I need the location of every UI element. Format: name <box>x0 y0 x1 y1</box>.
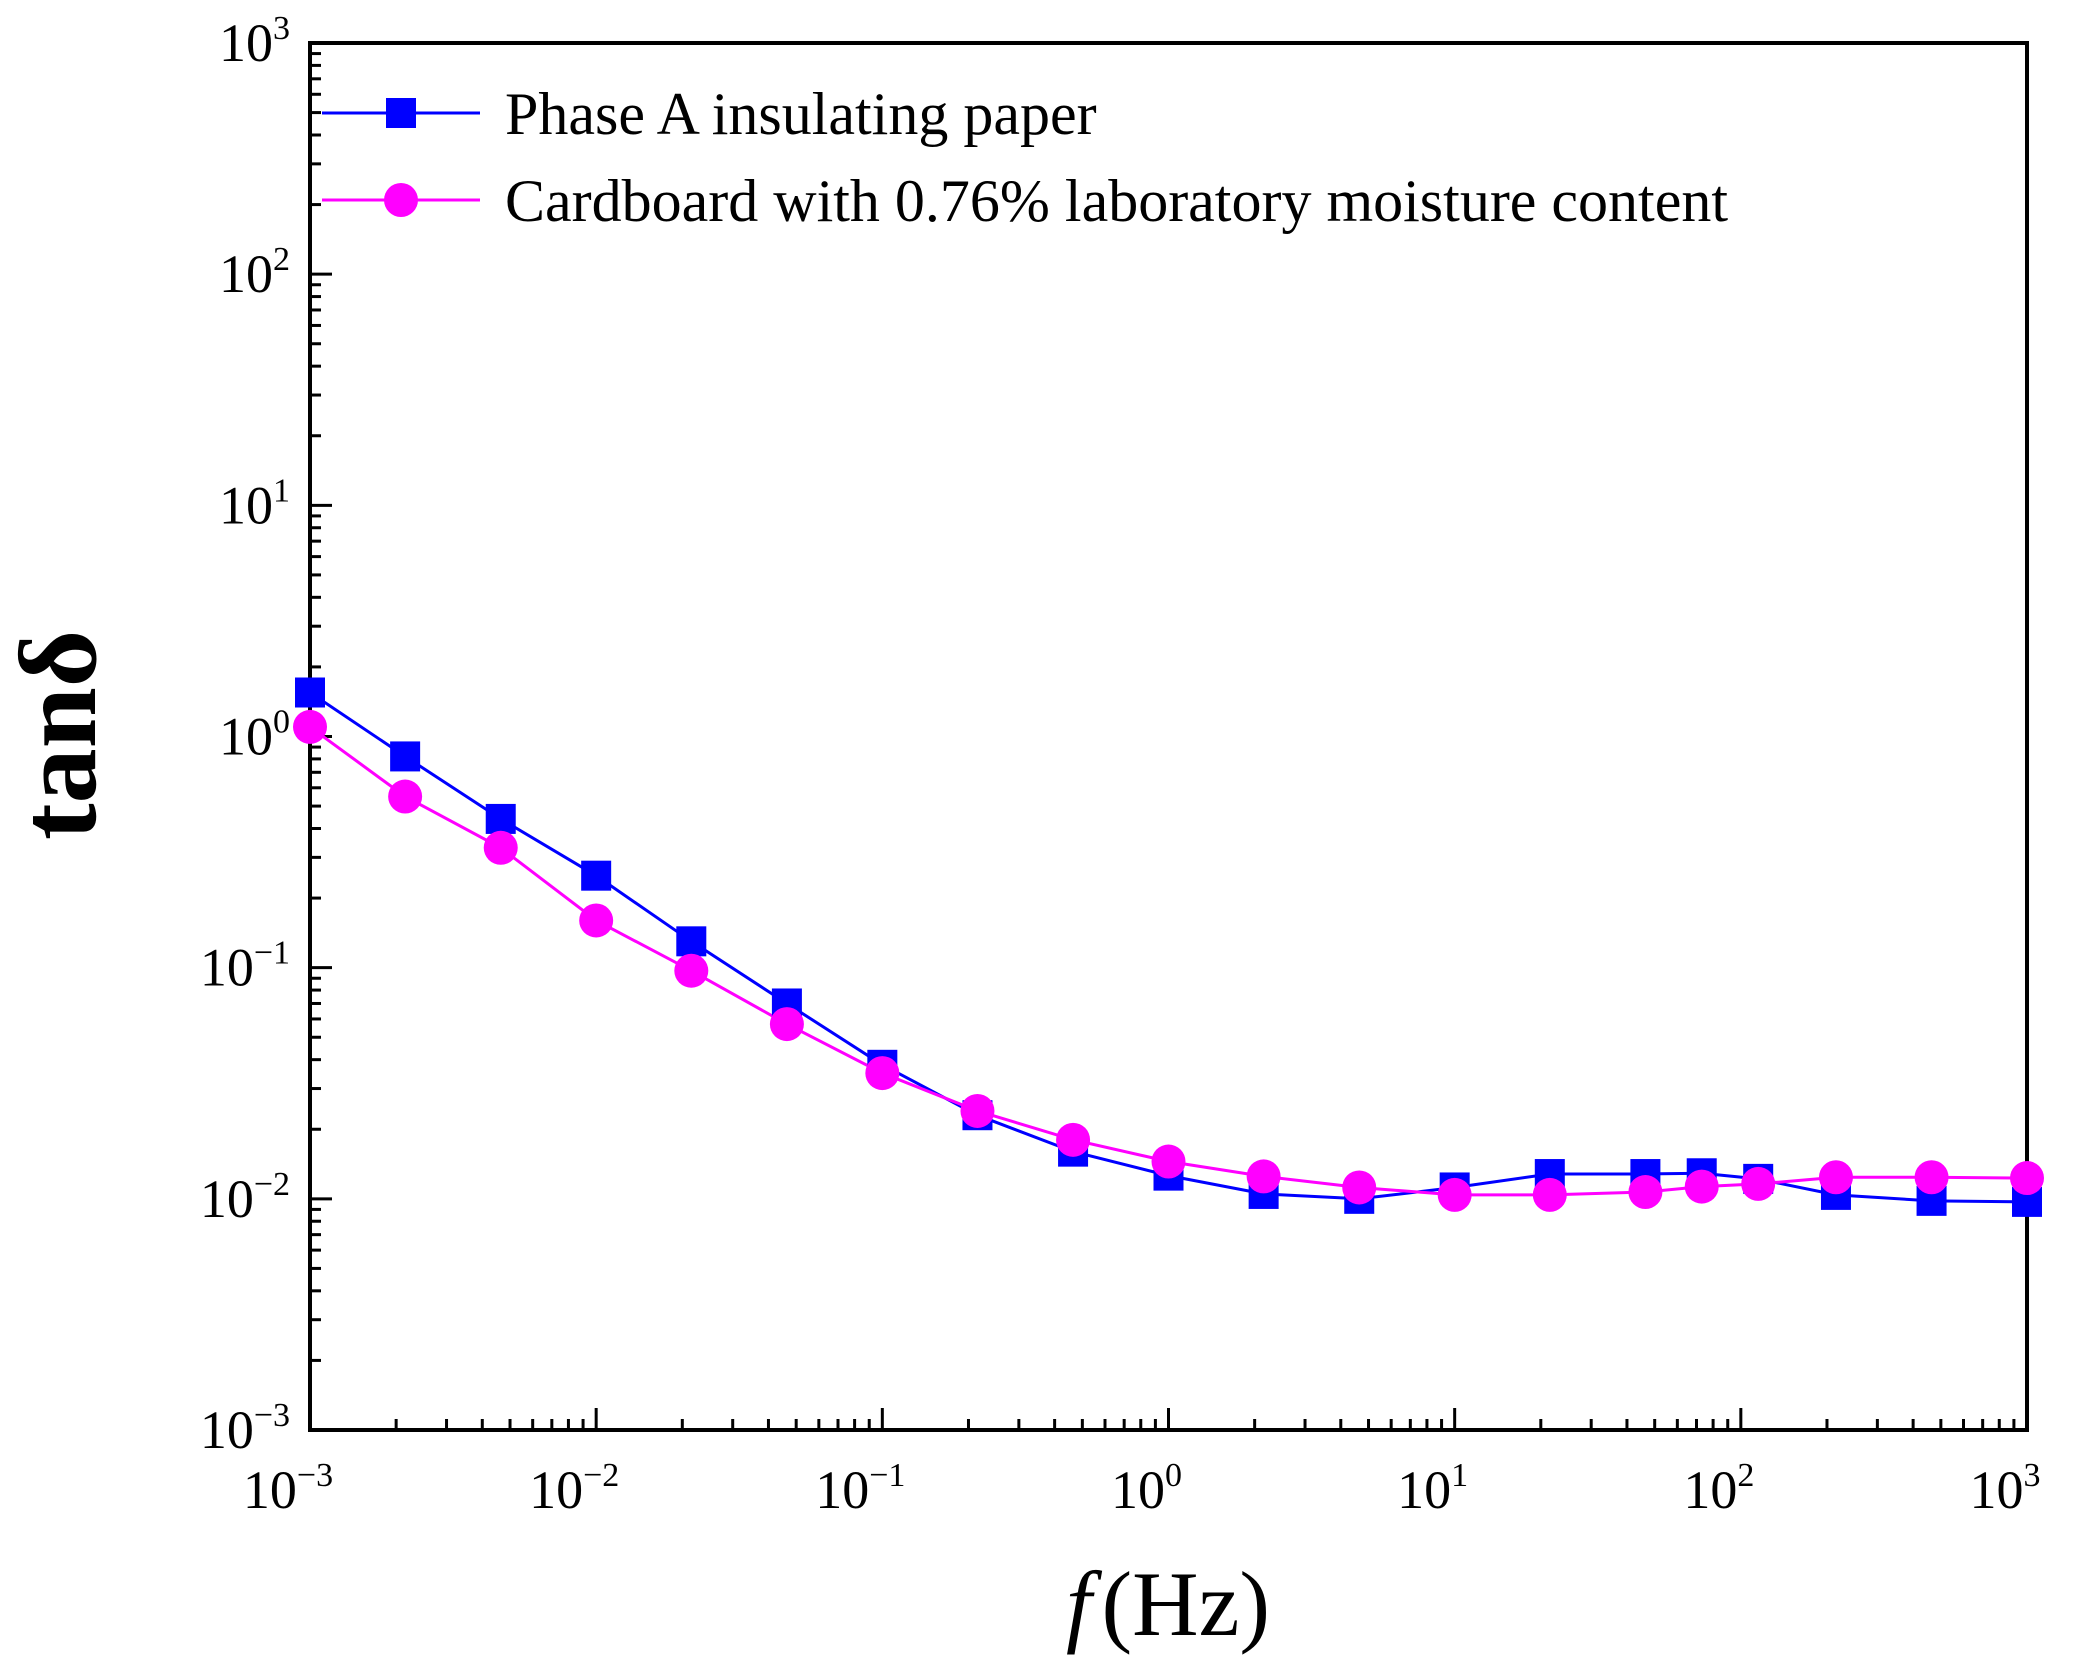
axis-tick-labels: 10−3 10−2 10−1 100 101 102 103 10−3 10−2 10−1 100 1… <box>200 10 2041 1520</box>
x-tick-label: 10−1 <box>815 1457 905 1520</box>
series-layer <box>293 677 2044 1217</box>
data-point-circle <box>579 903 614 938</box>
data-point-circle <box>293 709 327 744</box>
data-point-square <box>485 803 516 834</box>
series-line-0 <box>309 691 2028 1204</box>
data-point-square <box>581 860 612 891</box>
data-point-circle <box>483 830 518 865</box>
y-tick-label: 100 <box>219 704 290 767</box>
data-point-circle <box>2010 1161 2044 1196</box>
x-tick-label: 100 <box>1111 1457 1182 1520</box>
legend-marker-circle <box>384 183 418 217</box>
x-tick-label: 103 <box>1970 1457 2041 1520</box>
data-point-circle <box>1741 1166 1776 1201</box>
data-point-circle <box>960 1093 995 1128</box>
x-tick-label: 101 <box>1397 1457 1468 1520</box>
x-tick-label: 102 <box>1683 1457 1754 1520</box>
data-point-circle <box>1056 1122 1091 1157</box>
data-point-circle <box>769 1007 804 1042</box>
y-tick-label: 10−3 <box>200 1397 290 1460</box>
data-point-circle <box>674 953 709 988</box>
data-point-circle <box>865 1056 900 1091</box>
x-axis-symbol: f <box>1066 1553 1103 1655</box>
data-point-square <box>390 741 421 772</box>
legend-marker-square <box>386 98 416 128</box>
x-axis-unit: (Hz) <box>1102 1553 1271 1655</box>
x-tick-label: 10−3 <box>243 1457 333 1520</box>
y-tick-label: 102 <box>219 241 290 304</box>
plot-frame <box>308 41 2029 1432</box>
data-point-circle <box>1818 1160 1853 1195</box>
data-point-square <box>676 926 707 957</box>
data-point-circle <box>1151 1144 1186 1179</box>
data-point-circle <box>1437 1177 1472 1212</box>
data-point-circle <box>1914 1160 1949 1195</box>
legend-label-0: Phase A insulating paper <box>505 81 1097 147</box>
y-tick-label: 103 <box>219 10 290 73</box>
y-tick-label: 10−1 <box>200 935 290 998</box>
legend-label-1: Cardboard with 0.76% laboratory moisture… <box>505 168 1728 234</box>
axis-ticks <box>308 41 2029 1432</box>
data-point-square <box>295 677 325 708</box>
data-point-circle <box>1342 1170 1377 1205</box>
data-point-circle <box>388 779 423 814</box>
y-tick-label: 10−2 <box>200 1166 290 1229</box>
data-point-circle <box>1246 1159 1281 1194</box>
data-point-circle <box>1684 1169 1719 1204</box>
series-line-1 <box>309 725 2028 1197</box>
y-axis-title: tanδ <box>0 630 119 840</box>
x-axis-title: f (Hz) <box>1066 1553 1270 1655</box>
x-tick-label: 10−2 <box>529 1457 619 1520</box>
y-tick-label: 101 <box>219 472 290 535</box>
legend: Phase A insulating paper Cardboard with … <box>322 81 1728 234</box>
data-point-circle <box>1532 1177 1567 1212</box>
data-point-circle <box>1628 1175 1663 1210</box>
